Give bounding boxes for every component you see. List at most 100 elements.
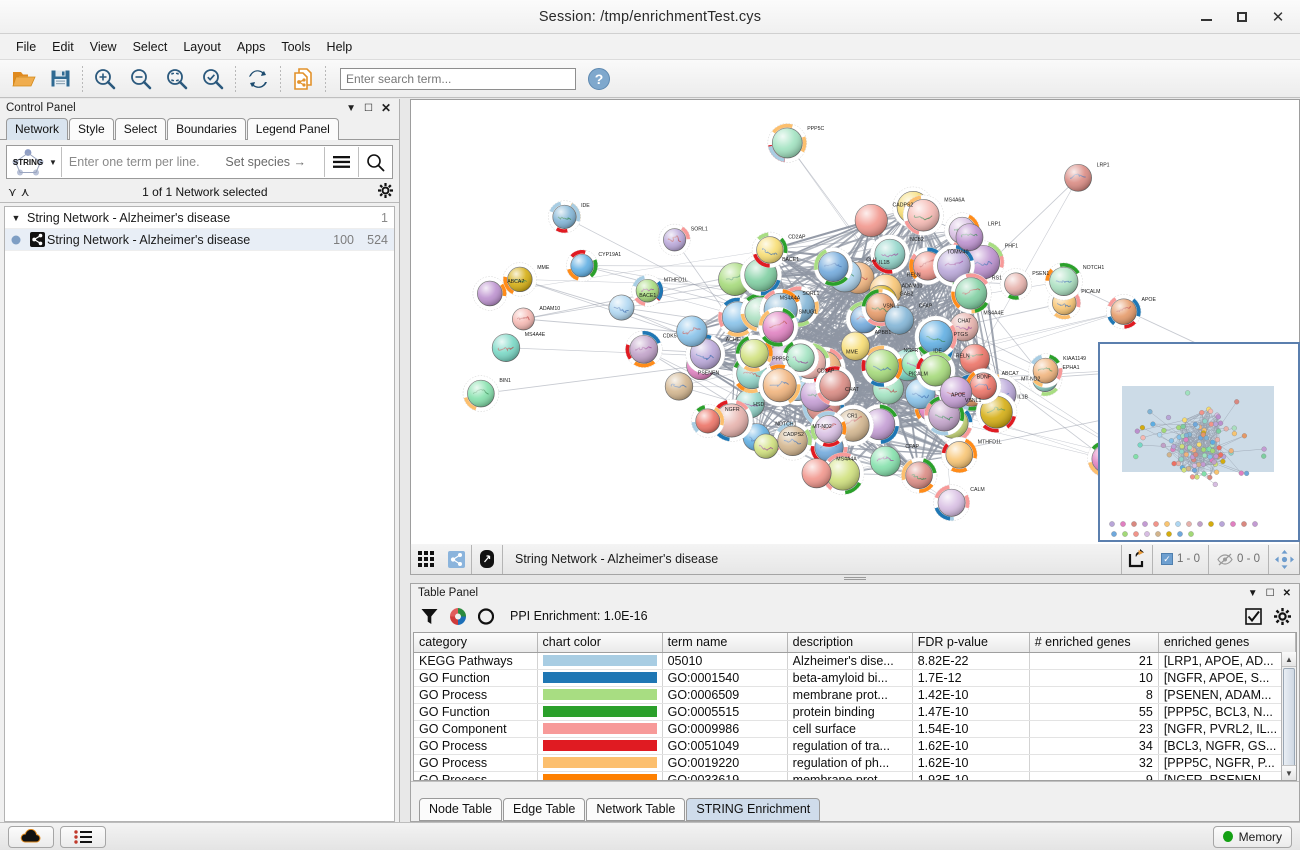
- tab-select[interactable]: Select: [114, 118, 167, 140]
- expand-triangle-icon[interactable]: ▼: [11, 212, 21, 223]
- string-options-icon[interactable]: [325, 146, 358, 178]
- table-row[interactable]: GO Process GO:0051049 regulation of tra...…: [414, 737, 1296, 755]
- network-node[interactable]: [690, 404, 725, 438]
- network-node[interactable]: [1044, 262, 1083, 301]
- network-node[interactable]: [915, 350, 956, 391]
- menu-help[interactable]: Help: [326, 39, 353, 54]
- network-node[interactable]: [821, 452, 865, 495]
- table-row[interactable]: GO Function GO:0001540 beta-amyloid bi... 1…: [414, 669, 1296, 687]
- network-node[interactable]: [999, 268, 1032, 301]
- zoom-in-button[interactable]: [87, 62, 123, 96]
- column-header-fdr-pvalue[interactable]: FDR p-value: [912, 633, 1030, 653]
- table-panel-close-icon[interactable]: ✕: [1282, 587, 1291, 599]
- table-row[interactable]: GO Process GO:0006509 membrane prot... 1.42…: [414, 686, 1296, 704]
- string-search-icon[interactable]: [359, 146, 392, 178]
- network-node[interactable]: [1106, 294, 1142, 330]
- zoom-selected-button[interactable]: [159, 62, 195, 96]
- cloud-status-button[interactable]: [8, 825, 54, 848]
- table-row[interactable]: GO Component GO:0009986 cell surface 1.54E-…: [414, 720, 1296, 738]
- hidden-nodes-indicator[interactable]: 0 - 0: [1209, 553, 1268, 566]
- annotation-tool-button[interactable]: [472, 545, 502, 574]
- network-node[interactable]: [548, 200, 581, 234]
- network-node[interactable]: [870, 234, 910, 275]
- network-node[interactable]: [735, 334, 774, 373]
- tab-style[interactable]: Style: [69, 118, 114, 140]
- filter-icon[interactable]: [421, 608, 438, 625]
- menu-tools[interactable]: Tools: [281, 39, 311, 54]
- tab-legend-panel[interactable]: Legend Panel: [246, 118, 339, 140]
- network-tree-item[interactable]: String Network - Alzheimer's disease 100…: [5, 229, 394, 251]
- tab-network[interactable]: Network: [6, 118, 69, 140]
- menu-select[interactable]: Select: [132, 39, 168, 54]
- menu-view[interactable]: View: [89, 39, 117, 54]
- network-node[interactable]: [870, 445, 901, 477]
- chart-color-icon[interactable]: [450, 607, 466, 625]
- network-node[interactable]: [472, 276, 507, 311]
- export-network-button[interactable]: [285, 62, 321, 96]
- column-header-term-name[interactable]: term name: [662, 633, 788, 653]
- collapse-all-icon[interactable]: ⋎: [8, 184, 17, 199]
- export-image-button[interactable]: [1122, 545, 1152, 574]
- network-node[interactable]: [753, 433, 779, 459]
- panel-close-icon[interactable]: ✕: [380, 101, 391, 115]
- fit-content-button[interactable]: [1269, 545, 1299, 574]
- scroll-up-arrow-icon[interactable]: ▲: [1282, 652, 1296, 667]
- network-node[interactable]: [939, 376, 973, 409]
- table-row[interactable]: GO Process GO:0033619 membrane prot... 1.93…: [414, 771, 1296, 780]
- select-all-icon[interactable]: [1245, 607, 1262, 625]
- minimize-button[interactable]: [1188, 2, 1224, 32]
- network-canvas[interactable]: MT-ND2 VSNL1 IL1B CHAT TOMM40 PHF1 RELN CFAP CD2…: [410, 99, 1300, 573]
- network-node[interactable]: [758, 306, 799, 348]
- network-node[interactable]: [462, 375, 500, 412]
- save-session-button[interactable]: [42, 62, 78, 96]
- table-vertical-scrollbar[interactable]: ▲ ▼: [1281, 652, 1296, 780]
- open-session-button[interactable]: [6, 62, 42, 96]
- string-term-input[interactable]: Enter one term per line.: [68, 155, 200, 169]
- network-node[interactable]: [608, 294, 635, 321]
- expand-all-icon[interactable]: ⋏: [20, 184, 30, 199]
- network-node[interactable]: [664, 372, 694, 401]
- network-node[interactable]: [950, 272, 992, 314]
- scrollbar-thumb[interactable]: [1283, 668, 1295, 778]
- column-header-enriched-genes[interactable]: enriched genes: [1158, 633, 1296, 653]
- network-node[interactable]: [959, 343, 990, 375]
- network-node[interactable]: [813, 247, 853, 287]
- tab-string-enrichment[interactable]: STRING Enrichment: [686, 798, 821, 821]
- network-node[interactable]: [860, 344, 904, 388]
- memory-indicator[interactable]: Memory: [1212, 825, 1292, 848]
- network-node[interactable]: [1028, 353, 1063, 388]
- set-species-link[interactable]: Set species →: [225, 155, 306, 169]
- network-node[interactable]: [810, 410, 847, 448]
- table-row[interactable]: GO Process GO:0019220 regulation of ph... 1…: [414, 754, 1296, 772]
- network-node[interactable]: [781, 339, 820, 377]
- task-list-button[interactable]: [60, 825, 106, 848]
- network-node[interactable]: [965, 368, 1002, 405]
- network-node[interactable]: [840, 331, 870, 361]
- network-node[interactable]: [933, 484, 970, 522]
- table-horizontal-scrollbar[interactable]: [411, 781, 1299, 795]
- network-node[interactable]: [625, 330, 663, 369]
- column-header-category[interactable]: category: [414, 633, 538, 653]
- birds-eye-overview[interactable]: [1098, 342, 1300, 542]
- network-node[interactable]: [491, 333, 521, 362]
- scroll-down-arrow-icon[interactable]: ▼: [1282, 765, 1296, 780]
- column-header-chart-color[interactable]: chart color: [537, 633, 663, 653]
- close-button[interactable]: ✕: [1271, 7, 1285, 26]
- network-node[interactable]: [758, 363, 802, 407]
- network-node[interactable]: [631, 274, 664, 307]
- table-settings-icon[interactable]: [1274, 607, 1291, 625]
- network-settings-icon[interactable]: [378, 182, 393, 201]
- network-node[interactable]: [902, 194, 944, 236]
- string-dropdown-icon[interactable]: ▼: [49, 157, 57, 167]
- network-node[interactable]: [814, 365, 856, 407]
- menu-edit[interactable]: Edit: [52, 39, 74, 54]
- network-node[interactable]: [955, 223, 984, 252]
- network-node[interactable]: [941, 436, 978, 474]
- column-header-description[interactable]: description: [787, 633, 913, 653]
- network-node[interactable]: [900, 457, 938, 494]
- network-node[interactable]: [566, 249, 599, 282]
- table-panel-float-icon[interactable]: ☐: [1265, 587, 1275, 599]
- table-row[interactable]: GO Function GO:0005515 protein binding 1.47…: [414, 703, 1296, 721]
- maximize-button[interactable]: [1224, 2, 1260, 32]
- string-logo-icon[interactable]: STRING: [7, 146, 49, 178]
